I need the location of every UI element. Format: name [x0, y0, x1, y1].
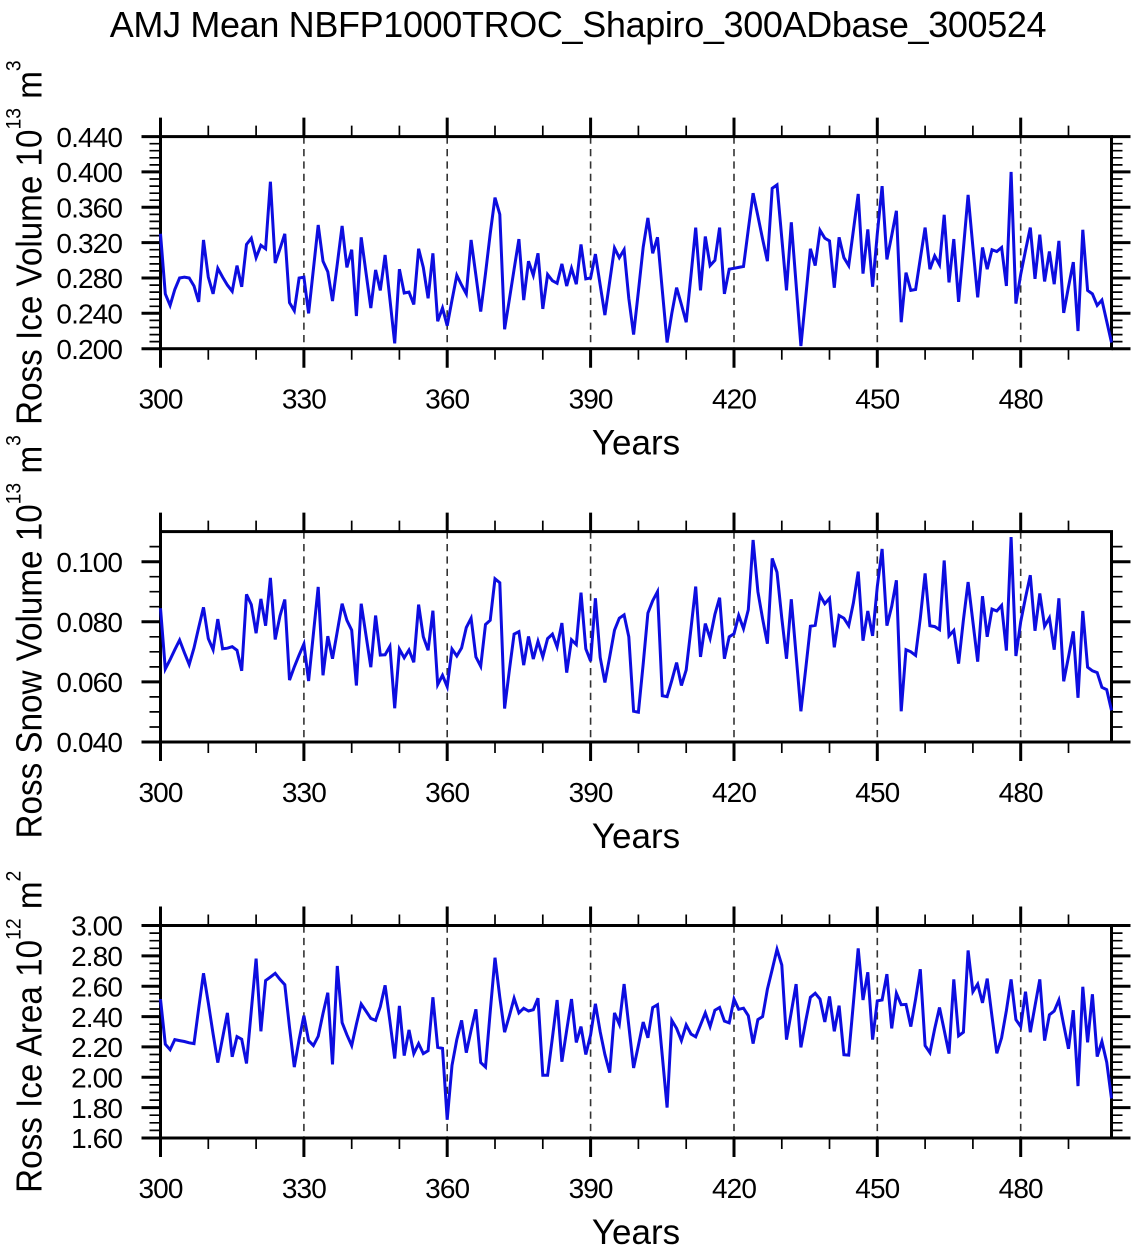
svg-text:330: 330: [282, 777, 326, 808]
svg-text:1.60: 1.60: [71, 1123, 122, 1154]
svg-text:300: 300: [138, 1173, 182, 1204]
svg-text:360: 360: [425, 777, 469, 808]
svg-text:300: 300: [138, 777, 182, 808]
svg-text:390: 390: [569, 384, 613, 415]
svg-text:360: 360: [425, 384, 469, 415]
svg-text:AMJ Mean NBFP1000TROC_Shapiro_: AMJ Mean NBFP1000TROC_Shapiro_300ADbase_…: [110, 4, 1046, 45]
svg-text:2.20: 2.20: [71, 1032, 122, 1063]
svg-text:480: 480: [999, 777, 1043, 808]
svg-text:Ross Ice Area 1012 m2: Ross Ice Area 1012 m2: [3, 871, 50, 1193]
svg-text:390: 390: [569, 1173, 613, 1204]
svg-text:0.100: 0.100: [56, 547, 122, 578]
svg-text:420: 420: [712, 384, 756, 415]
svg-text:1.80: 1.80: [71, 1093, 122, 1124]
svg-text:0.200: 0.200: [56, 334, 122, 365]
svg-text:420: 420: [712, 1173, 756, 1204]
svg-text:420: 420: [712, 777, 756, 808]
svg-text:300: 300: [138, 384, 182, 415]
svg-text:0.440: 0.440: [56, 122, 122, 153]
svg-text:0.060: 0.060: [56, 667, 122, 698]
svg-text:450: 450: [855, 384, 899, 415]
svg-text:0.400: 0.400: [56, 157, 122, 188]
svg-text:0.320: 0.320: [56, 228, 122, 259]
svg-text:2.40: 2.40: [71, 1002, 122, 1033]
svg-text:480: 480: [999, 384, 1043, 415]
svg-text:0.360: 0.360: [56, 193, 122, 224]
svg-text:Ross Snow Volume 1013 m3: Ross Snow Volume 1013 m3: [3, 435, 50, 838]
svg-text:480: 480: [999, 1173, 1043, 1204]
svg-text:330: 330: [282, 1173, 326, 1204]
svg-text:360: 360: [425, 1173, 469, 1204]
svg-text:390: 390: [569, 777, 613, 808]
svg-text:0.040: 0.040: [56, 727, 122, 758]
svg-text:450: 450: [855, 1173, 899, 1204]
svg-text:Years: Years: [592, 424, 680, 463]
svg-text:450: 450: [855, 777, 899, 808]
svg-text:0.080: 0.080: [56, 607, 122, 638]
svg-text:2.80: 2.80: [71, 941, 122, 972]
svg-text:0.240: 0.240: [56, 299, 122, 330]
svg-text:2.00: 2.00: [71, 1063, 122, 1094]
svg-text:3.00: 3.00: [71, 911, 122, 942]
svg-text:330: 330: [282, 384, 326, 415]
svg-text:0.280: 0.280: [56, 263, 122, 294]
svg-text:Years: Years: [592, 817, 680, 856]
svg-text:Years: Years: [592, 1213, 680, 1250]
svg-text:2.60: 2.60: [71, 971, 122, 1002]
